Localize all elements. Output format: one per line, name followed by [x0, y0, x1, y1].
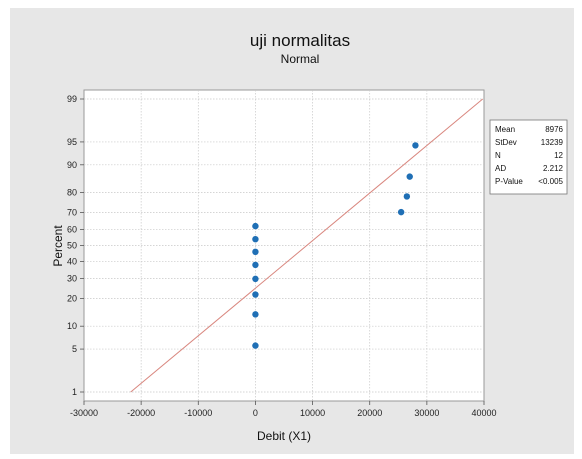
x-tick-label: -20000: [127, 408, 155, 418]
stats-value: 2.212: [543, 164, 564, 173]
stats-value: 8976: [545, 125, 563, 134]
data-point: [406, 173, 413, 180]
data-point: [252, 248, 259, 256]
stats-label: StDev: [495, 138, 517, 147]
y-tick-labels: 1 5 10 20 30 40 50 60 70 80 90 95 99: [67, 94, 84, 397]
y-axis-label: Percent: [51, 225, 65, 267]
stats-value: 13239: [541, 138, 564, 147]
y-tick-label: 50: [67, 241, 77, 251]
y-tick-label: 60: [67, 225, 77, 235]
y-tick-label: 90: [67, 160, 77, 170]
y-tick-label: 20: [67, 294, 77, 304]
fit-line: [130, 98, 484, 393]
grid-lines: [84, 90, 484, 401]
data-point: [252, 222, 259, 230]
data-point: [252, 261, 259, 269]
x-tick-label: -30000: [70, 408, 98, 418]
y-tick-label: 99: [67, 94, 77, 104]
x-tick-label: 10000: [300, 408, 325, 418]
probability-plot: uji normalitas Normal -30000 -20000 -10000…: [51, 31, 568, 443]
y-tick-label: 40: [67, 256, 77, 266]
chart-title: uji normalitas: [250, 31, 350, 50]
y-tick-label: 10: [67, 321, 77, 331]
stats-legend-border: [489, 119, 568, 195]
data-point: [403, 193, 411, 200]
data-points: [252, 142, 419, 349]
x-tick-label: 40000: [471, 408, 496, 418]
stats-value: <0.005: [538, 177, 563, 186]
data-point: [252, 311, 259, 318]
stats-value: 12: [554, 151, 563, 160]
x-tick-label: 30000: [414, 408, 439, 418]
data-point: [397, 208, 405, 216]
y-tick-label: 1: [72, 387, 77, 397]
x-tick-labels: -30000 -20000 -10000 0 10000 20000 30000 40000: [70, 401, 497, 418]
stats-label: Mean: [495, 125, 515, 134]
stats-label: N: [495, 151, 501, 160]
data-point: [252, 291, 259, 298]
fit-line-group: [130, 98, 484, 393]
y-tick-label: 80: [67, 187, 77, 197]
x-tick-label: -10000: [184, 408, 212, 418]
y-tick-label: 5: [72, 344, 77, 354]
y-tick-label: 95: [67, 137, 77, 147]
stats-label: AD: [495, 164, 506, 173]
stats-legend: Mean 8976 StDev 13239 N 12 AD 2.212 P-Value <0.00…: [489, 119, 568, 195]
x-tick-label: 20000: [357, 408, 382, 418]
chart-frame: uji normalitas Normal -30000 -20000 -10000…: [10, 8, 574, 454]
data-point: [252, 235, 259, 243]
data-point: [252, 275, 259, 283]
x-tick-label: 0: [253, 408, 258, 418]
y-tick-label: 30: [67, 274, 77, 284]
data-point: [252, 342, 259, 349]
y-tick-label: 70: [67, 207, 77, 217]
stats-label: P-Value: [495, 177, 523, 186]
x-axis-label: Debit (X1): [257, 429, 311, 443]
chart-subtitle: Normal: [281, 52, 320, 66]
data-point: [412, 142, 419, 149]
